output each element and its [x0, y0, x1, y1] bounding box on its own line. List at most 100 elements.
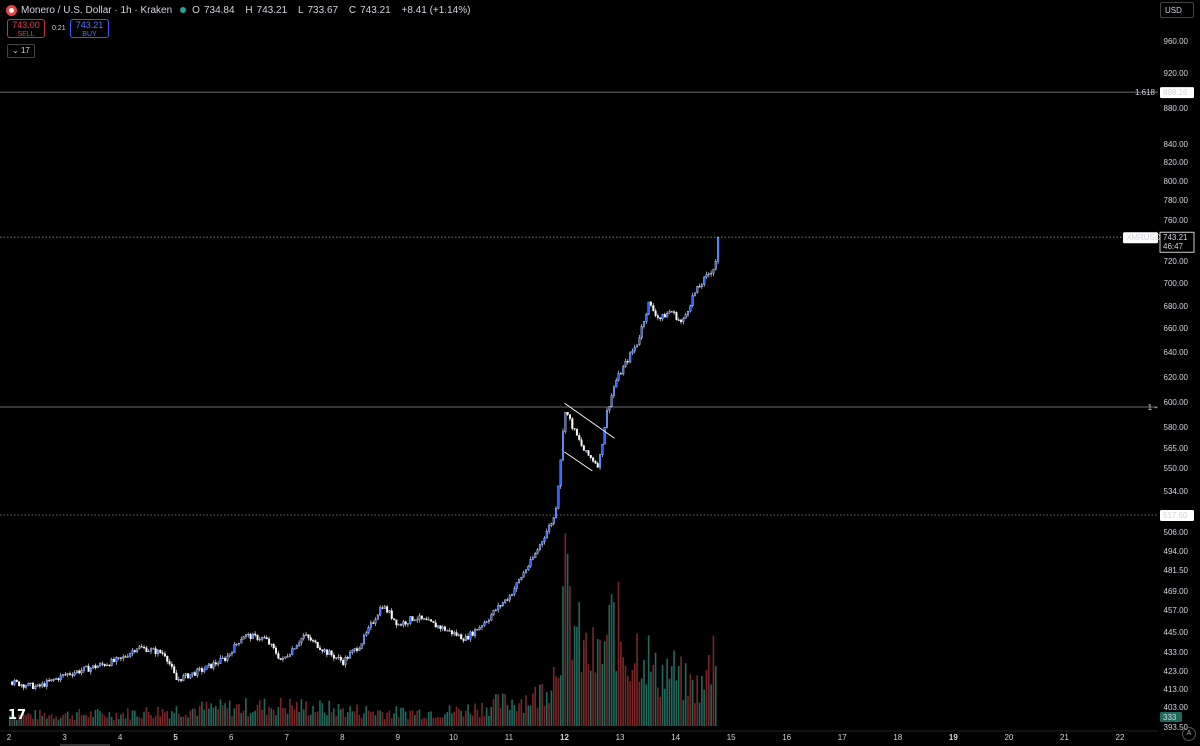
- flag-trendline-1[interactable]: [564, 402, 615, 439]
- candle-body: [413, 619, 416, 621]
- candle-body: [50, 679, 53, 682]
- volume-bar: [402, 707, 405, 726]
- candle-body: [217, 663, 220, 665]
- candle-body: [200, 668, 203, 672]
- flag-trendline-2[interactable]: [564, 451, 593, 472]
- volume-bar: [647, 635, 650, 726]
- indicators-toggle[interactable]: ⌄ 17: [7, 44, 35, 58]
- candle-body: [321, 649, 324, 652]
- volume-bar: [321, 703, 324, 726]
- candle-body: [353, 648, 356, 651]
- volume-bar: [254, 710, 256, 726]
- candle-body: [626, 361, 629, 363]
- volume-bar: [543, 706, 546, 726]
- candle-body: [170, 663, 173, 667]
- candle-body: [309, 637, 312, 641]
- candle-body: [705, 274, 708, 278]
- volume-bar: [451, 713, 453, 726]
- sell-price: 743.00: [12, 20, 40, 30]
- candle-body: [617, 373, 620, 381]
- volume-bar: [80, 715, 83, 726]
- volume-bar: [55, 716, 57, 726]
- candle-body: [295, 645, 298, 649]
- candle-body: [25, 685, 28, 688]
- buy-button[interactable]: 743.21 BUY: [70, 19, 109, 38]
- volume-bar: [633, 663, 636, 726]
- volume-bar: [78, 708, 81, 726]
- candle-body: [362, 635, 365, 644]
- candle-body: [342, 660, 345, 665]
- candle-body: [337, 656, 340, 659]
- volume-bar: [513, 704, 516, 726]
- volume-bar: [520, 699, 523, 726]
- candle-body: [307, 634, 310, 638]
- candle-body: [189, 674, 192, 679]
- time-axis-label: 10: [449, 733, 458, 742]
- candle-body: [612, 386, 615, 396]
- candle-body: [518, 579, 521, 583]
- price-axis-label: 880.00: [1164, 104, 1189, 113]
- price-axis-label: 620.00: [1164, 373, 1189, 382]
- volume-bar: [296, 701, 298, 726]
- candle-body: [645, 314, 648, 322]
- candle-body: [254, 633, 257, 636]
- auto-scale-button[interactable]: A: [1182, 727, 1196, 741]
- candle-body: [402, 621, 405, 626]
- candle-body: [55, 678, 58, 680]
- volume-bar: [226, 707, 229, 726]
- candle-body: [265, 637, 268, 640]
- volume-bar: [39, 709, 41, 726]
- candle-body: [409, 616, 412, 624]
- volume-bar: [238, 703, 240, 726]
- candle-body: [698, 286, 701, 288]
- volume-bar: [159, 716, 162, 726]
- volume-bar: [664, 688, 666, 726]
- candle-body: [96, 665, 99, 669]
- candle-body: [75, 670, 78, 673]
- symbol-title[interactable]: Monero / U.S. Dollar · 1h · Kraken: [21, 4, 173, 16]
- volume-bar: [265, 714, 268, 726]
- candle-body: [41, 683, 44, 687]
- volume-bar: [76, 712, 78, 726]
- volume-bar: [323, 712, 326, 726]
- volume-bar: [673, 650, 675, 726]
- volume-bar: [252, 712, 254, 726]
- time-axis-label: 21: [1060, 733, 1069, 742]
- volume-bar: [101, 713, 104, 726]
- candle-body: [62, 674, 65, 676]
- volume-bar: [240, 713, 243, 726]
- volume-bar: [439, 717, 442, 726]
- price-axis-label: 840.00: [1164, 140, 1189, 149]
- currency-selector[interactable]: USD: [1160, 2, 1194, 18]
- symbol-badge-bg: [1123, 232, 1158, 244]
- volume-bar: [381, 711, 384, 726]
- volume-bar: [83, 715, 85, 726]
- candle-body: [11, 681, 14, 685]
- volume-bar: [272, 709, 275, 726]
- volume-bar: [427, 711, 430, 726]
- candle-body: [682, 318, 685, 323]
- last-price-badge-bg: [1160, 232, 1194, 253]
- fib-1-label: 1 -: [1148, 403, 1158, 412]
- candle-body: [205, 665, 208, 670]
- candle-body: [214, 662, 217, 665]
- candle-body: [277, 653, 280, 659]
- candle-body: [221, 657, 224, 659]
- sell-button[interactable]: 743.00 SELL: [7, 19, 45, 38]
- spread-value: 0.21: [52, 25, 66, 32]
- volume-bar: [106, 717, 108, 726]
- candle-body: [497, 605, 500, 611]
- candle-body: [52, 679, 55, 681]
- tradingview-logo-icon[interactable]: 17: [8, 708, 27, 723]
- volume-bar: [245, 698, 247, 726]
- volume-bar: [652, 664, 655, 726]
- volume-bar: [208, 708, 210, 726]
- candle-body: [45, 680, 48, 687]
- candle-body: [29, 682, 32, 684]
- candle-body: [145, 647, 148, 652]
- volume-bar: [268, 706, 270, 726]
- candle-body: [654, 310, 657, 316]
- candle-body: [562, 431, 565, 460]
- candle-body: [596, 463, 599, 468]
